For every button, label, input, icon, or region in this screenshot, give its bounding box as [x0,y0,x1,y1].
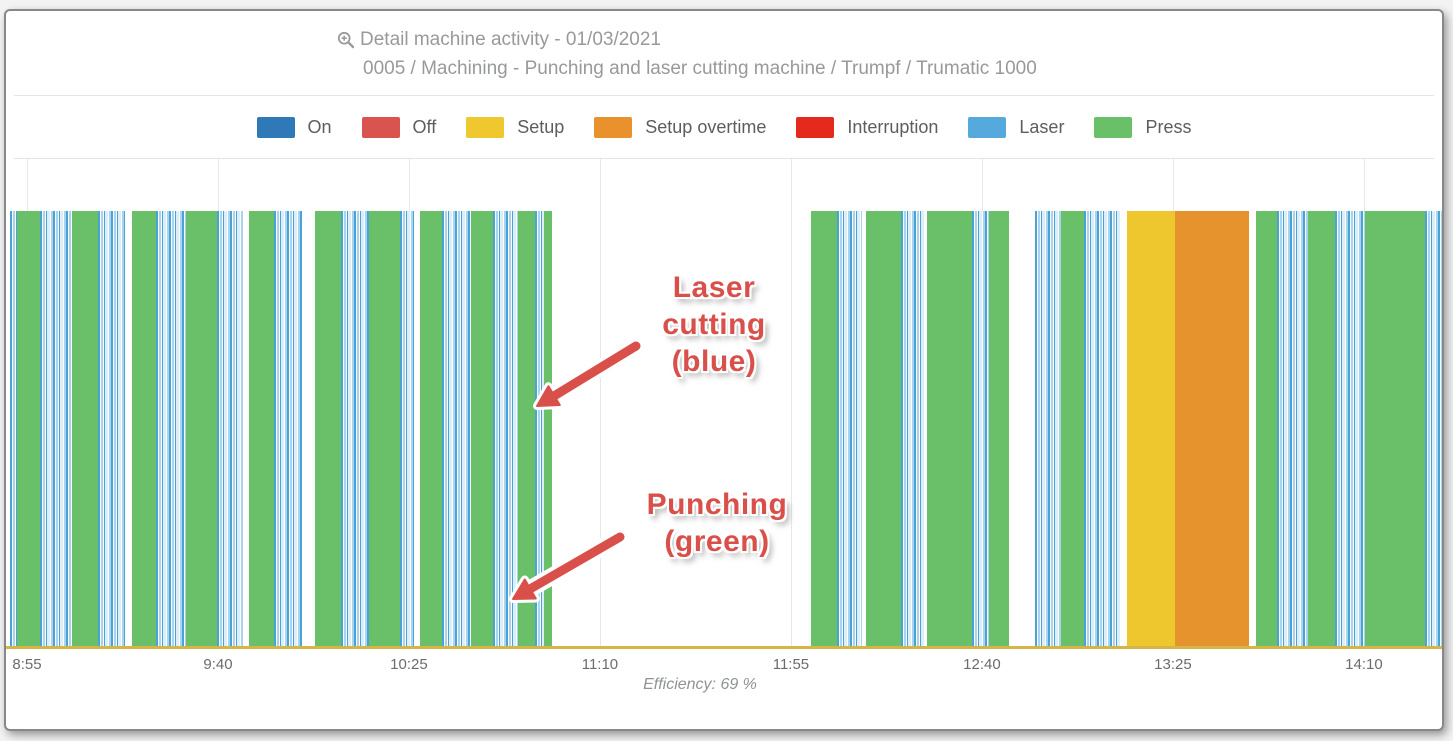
legend-swatch [968,116,1007,138]
annotation-laser-cutting: Laser cutting (blue) [629,269,799,380]
legend-label: Setup [517,116,565,137]
tick-label: 8:55 [12,656,42,673]
legend-label: Off [412,116,437,137]
activity-timeline-plot[interactable] [10,159,1442,646]
legend-divider [14,158,1434,159]
segment-press[interactable] [1307,211,1335,646]
tick-label: 13:25 [1154,656,1192,673]
legend-swatch [1094,116,1133,138]
efficiency-label: Efficiency: 69 % [643,676,757,693]
legend-swatch [256,116,295,138]
annotation-line: Laser [672,271,756,304]
segment-press[interactable] [989,211,1010,646]
segment-press[interactable] [1364,211,1425,646]
segment-press[interactable] [71,211,98,646]
segment-press[interactable] [470,211,493,646]
segment-press[interactable] [811,211,838,646]
gridline [599,159,601,646]
segment-setup[interactable] [1127,211,1176,646]
annotation-line: (green) [664,525,770,558]
annotation-line: (blue) [671,345,757,378]
segment-laser[interactable] [492,211,519,646]
tick-label: 12:40 [963,656,1001,673]
segment-laser[interactable] [400,211,414,646]
segment-laser[interactable] [901,211,926,646]
gridline [790,159,792,646]
segment-laser[interactable] [97,211,125,646]
x-axis-line [6,646,1442,649]
annotation-line: Punching [646,488,788,521]
zoom-in-icon[interactable] [337,31,355,49]
segment-laser[interactable] [1334,211,1365,646]
annotation-punching: Punching (green) [632,486,802,560]
segment-laser[interactable] [1276,211,1308,646]
segment-press[interactable] [866,211,902,646]
segment-setup_overtime[interactable] [1175,211,1249,646]
legend-label: Setup overtime [645,116,767,137]
segment-laser[interactable] [837,211,863,646]
chart-header: Detail machine activity - 01/03/2021 000… [6,11,1442,95]
tick-label: 14:10 [1345,656,1383,673]
segment-press[interactable] [419,211,442,646]
segment-laser[interactable] [972,211,990,646]
legend-swatch [796,116,835,138]
segment-laser[interactable] [216,211,243,646]
segment-press[interactable] [185,211,217,646]
segment-laser[interactable] [1424,211,1442,646]
segment-press[interactable] [131,211,156,646]
chart-subtitle: 0005 / Machining - Punching and laser cu… [363,58,1037,79]
segment-press[interactable] [16,211,41,646]
segment-laser[interactable] [1083,211,1121,646]
legend-item-off[interactable]: Off [361,116,437,138]
legend-item-on[interactable]: On [256,116,332,138]
legend-item-interruption[interactable]: Interruption [796,116,939,138]
legend-item-press[interactable]: Press [1094,116,1192,138]
legend-item-laser[interactable]: Laser [968,116,1065,138]
header-divider [14,95,1434,96]
legend-item-setup[interactable]: Setup [466,116,565,138]
segment-laser[interactable] [1034,211,1061,646]
tick-label: 11:10 [581,656,619,673]
segment-press[interactable] [927,211,973,646]
legend-label: On [307,116,332,137]
annotation-line: cutting [662,308,766,341]
segment-laser[interactable] [156,211,186,646]
chart-title: Detail machine activity - 01/03/2021 [360,29,661,50]
legend-swatch [466,116,505,138]
chart-legend: On Off Setup Setup overtime Interruption Lase… [6,96,1442,158]
segment-press[interactable] [544,211,553,646]
segment-laser[interactable] [441,211,471,646]
segment-laser[interactable] [534,211,545,646]
segment-laser[interactable] [340,211,369,646]
x-axis-labels: 8:55 9:40 10:25 11:10 11:55 12:40 13:25 14:10 [10,649,1442,673]
legend-item-setup-overtime[interactable]: Setup overtime [594,116,767,138]
legend-swatch [361,116,400,138]
tick-label: 11:55 [772,656,810,673]
segment-press[interactable] [314,211,341,646]
segment-laser[interactable] [40,211,72,646]
segment-press[interactable] [1255,211,1277,646]
legend-swatch [594,116,633,138]
segment-press[interactable] [368,211,401,646]
segment-press[interactable] [1060,211,1084,646]
tick-label: 9:40 [203,656,233,673]
segment-press[interactable] [248,211,274,646]
segment-laser[interactable] [10,211,17,646]
legend-label: Laser [1019,116,1065,137]
segment-laser[interactable] [273,211,302,646]
legend-label: Interruption [847,116,939,137]
machine-activity-panel: Detail machine activity - 01/03/2021 000… [4,9,1444,731]
segment-press[interactable] [518,211,535,646]
legend-label: Press [1145,116,1192,137]
tick-label: 10:25 [390,656,428,673]
